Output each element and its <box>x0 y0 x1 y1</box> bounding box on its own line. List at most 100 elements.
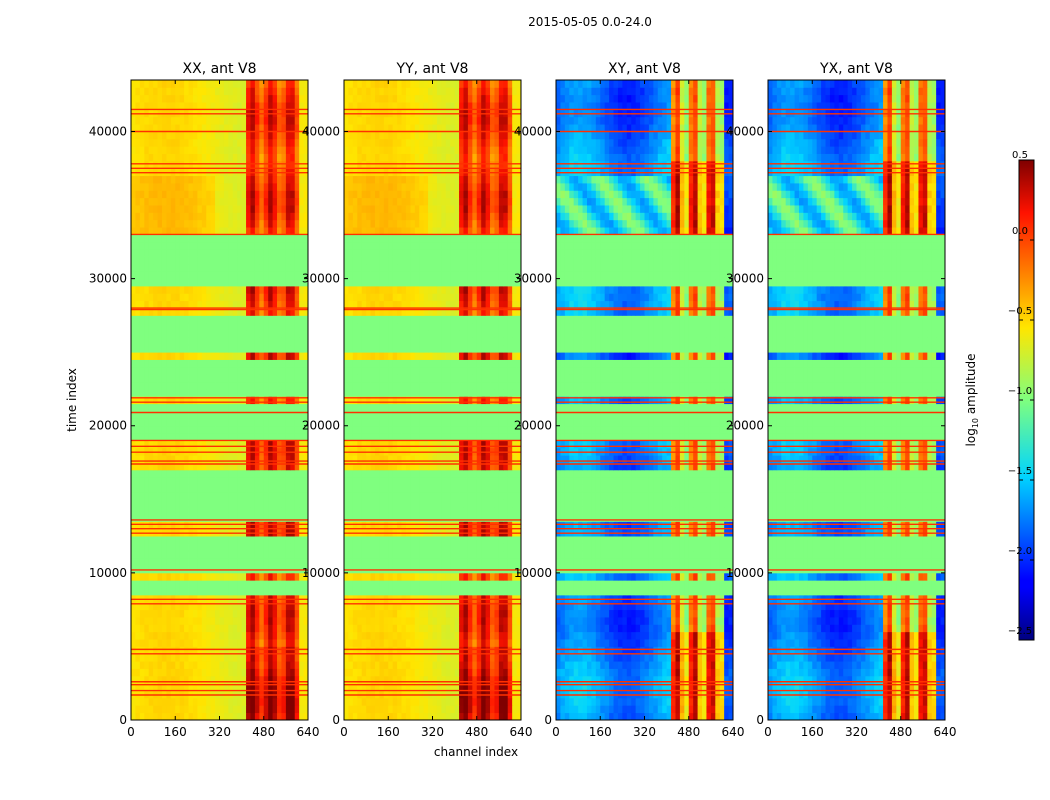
heatmap-cell <box>206 521 212 530</box>
heatmap-cell <box>294 182 300 191</box>
heatmap-cell <box>268 315 274 324</box>
heatmap-cell <box>250 190 256 199</box>
heatmap-cell <box>263 352 269 360</box>
heatmap-cell <box>432 639 438 647</box>
heatmap-cell <box>135 705 141 714</box>
heatmap-cell <box>131 418 136 427</box>
heatmap-cell <box>139 344 145 353</box>
heatmap-cell <box>153 683 158 691</box>
heatmap-cell <box>348 653 354 662</box>
heatmap-cell <box>285 440 291 449</box>
heatmap-cell <box>139 388 145 397</box>
heatmap-cell <box>294 337 300 346</box>
heatmap-cell <box>254 146 260 154</box>
heatmap-cell <box>135 359 141 368</box>
heatmap-cell <box>263 212 269 221</box>
heatmap-cell <box>131 484 136 493</box>
heatmap-cell <box>197 285 203 294</box>
heatmap-cell <box>516 712 522 721</box>
heatmap-cell <box>206 388 212 397</box>
heatmap-cell <box>170 87 176 96</box>
heatmap-cell <box>414 491 420 500</box>
heatmap-cell <box>379 462 385 471</box>
heatmap-cell <box>481 462 487 471</box>
heatmap-cell <box>139 256 145 265</box>
heatmap-cell <box>299 337 304 346</box>
heatmap-cell <box>357 668 363 677</box>
heatmap-cell <box>263 131 269 140</box>
heatmap-cell <box>241 175 247 184</box>
heatmap-cell <box>294 197 300 206</box>
heatmap-cell <box>157 241 163 250</box>
heatmap-cell <box>184 639 189 647</box>
heatmap-cell <box>277 558 282 566</box>
heatmap-cell <box>507 646 513 655</box>
heatmap-cell <box>184 227 189 235</box>
heatmap-cell <box>228 661 234 669</box>
heatmap-cell <box>272 631 278 640</box>
heatmap-cell <box>290 550 296 559</box>
heatmap-cell <box>206 212 212 221</box>
heatmap-cell <box>148 639 154 647</box>
heatmap-cell <box>374 668 380 677</box>
heatmap-cell <box>383 668 389 677</box>
heatmap-cell <box>281 146 287 154</box>
heatmap-cell <box>268 587 274 596</box>
heatmap-cell <box>263 175 269 184</box>
heatmap-cell <box>259 366 265 375</box>
heatmap-cell <box>166 271 172 280</box>
heatmap-cell <box>157 249 163 257</box>
heatmap-cell <box>219 587 225 596</box>
heatmap-cell <box>463 558 469 566</box>
heatmap-cell <box>472 580 478 588</box>
heatmap-cell <box>281 469 287 478</box>
heatmap-cell <box>432 572 438 581</box>
heatmap-cell <box>463 624 469 633</box>
heatmap-cell <box>294 440 300 449</box>
heatmap-cell <box>144 609 150 618</box>
heatmap-cell <box>166 102 172 110</box>
heatmap-cell <box>157 374 163 383</box>
heatmap-cell <box>135 587 141 596</box>
heatmap-cell <box>166 440 172 449</box>
heatmap-cell <box>232 359 238 368</box>
heatmap-cell <box>436 499 442 508</box>
heatmap-cell <box>197 499 203 508</box>
heatmap-cell <box>175 388 181 397</box>
heatmap-cell <box>516 506 522 515</box>
heatmap-cell <box>192 425 198 434</box>
heatmap-cell <box>268 271 274 280</box>
heatmap-cell <box>290 572 296 581</box>
heatmap-cell <box>241 388 247 397</box>
heatmap-cell <box>179 285 185 294</box>
heatmap-cell <box>148 381 154 390</box>
heatmap-cell <box>232 278 238 287</box>
heatmap-cell <box>215 396 220 405</box>
heatmap-cell <box>254 205 260 213</box>
heatmap-cell <box>201 602 207 611</box>
heatmap-cell <box>148 572 154 581</box>
heatmap-cell <box>467 558 473 566</box>
heatmap-cell <box>263 146 269 154</box>
heatmap-cell <box>490 455 495 463</box>
heatmap-cell <box>285 587 291 596</box>
heatmap-cell <box>290 278 296 287</box>
heatmap-cell <box>294 580 300 588</box>
heatmap-cell <box>423 536 429 544</box>
heatmap-cell <box>201 160 207 169</box>
heatmap-cell <box>139 153 145 162</box>
heatmap-cell <box>259 521 265 530</box>
heatmap-cell <box>272 344 278 353</box>
heatmap-cell <box>170 491 176 500</box>
heatmap-cell <box>285 175 291 184</box>
heatmap-cell <box>401 609 407 618</box>
heatmap-cell <box>232 285 238 294</box>
heatmap-cell <box>250 330 256 338</box>
heatmap-cell <box>250 646 256 655</box>
heatmap-cell <box>246 352 251 360</box>
heatmap-cell <box>131 499 136 508</box>
heatmap-cell <box>259 572 265 581</box>
heatmap-cell <box>294 455 300 463</box>
heatmap-cell <box>228 205 234 213</box>
heatmap-cell <box>290 212 296 221</box>
